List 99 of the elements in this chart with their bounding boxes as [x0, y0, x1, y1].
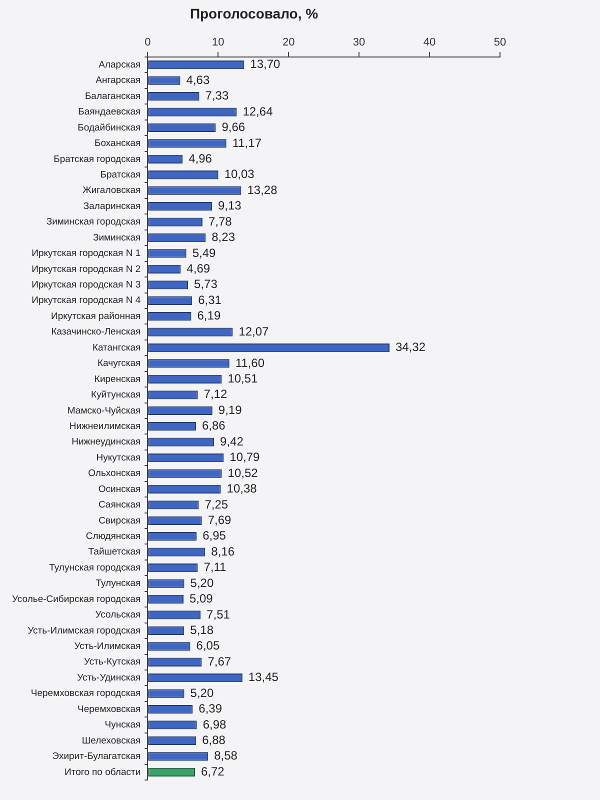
data-label: 11,60 — [235, 356, 265, 370]
y-tick-label: Иркутская районная — [50, 310, 141, 322]
y-tick-label: Бодайбинская — [78, 122, 141, 134]
y-tick-label: Тулунская городская — [49, 562, 141, 574]
y-tick-label: Зиминская — [92, 232, 141, 244]
y-tick-label: Ангарская — [96, 75, 141, 86]
chart-title: Проголосовало, % — [190, 5, 319, 22]
data-label: 13,28 — [247, 182, 278, 197]
data-label: 10,03 — [224, 167, 255, 182]
y-tick-label: Тайшетская — [88, 546, 141, 558]
x-tick-label: 10 — [212, 36, 224, 48]
y-tick-label: Ольхонская — [88, 468, 141, 480]
y-tick-label: Катангская — [92, 342, 141, 354]
data-label: 10,51 — [228, 372, 258, 386]
x-tick-label: 40 — [423, 36, 436, 48]
data-label: 6,95 — [202, 528, 226, 543]
data-label: 6,05 — [196, 638, 220, 653]
data-label: 7,69 — [208, 512, 232, 527]
data-label: 6,39 — [198, 702, 222, 716]
data-label: 34,32 — [396, 340, 426, 354]
data-label: 13,70 — [250, 57, 281, 72]
y-tick-label: Тулунская — [96, 578, 141, 590]
data-label: 9,19 — [218, 402, 242, 417]
data-label: 7,11 — [204, 560, 227, 574]
data-label: 5,49 — [192, 246, 216, 260]
data-label: 10,38 — [226, 482, 258, 496]
y-tick-label: Нукутская — [96, 452, 141, 464]
y-tick-label: Киренская — [94, 374, 141, 385]
y-tick-label: Казачинско-Ленская — [51, 326, 141, 338]
y-tick-label: Усть-Илимская — [74, 641, 141, 652]
y-tick-label: Эхирит-Булагатская — [52, 751, 141, 762]
y-tick-label: Усольская — [95, 610, 141, 621]
y-tick-label: Нижнеилимская — [69, 420, 141, 432]
data-label: 5,18 — [190, 622, 214, 637]
y-tick-label: Иркутская городская N 2 — [32, 264, 141, 275]
data-label: 4,96 — [188, 151, 212, 166]
data-label: 4,69 — [186, 261, 210, 276]
data-label: 7,12 — [204, 387, 228, 402]
y-tick-label: Усть-Кутская — [84, 656, 141, 668]
data-label: 5,20 — [190, 686, 214, 700]
data-label: 7,51 — [206, 607, 230, 622]
data-label: 5,20 — [190, 576, 214, 590]
y-tick-label: Нижнеудинская — [72, 436, 141, 448]
x-tick-label: 50 — [494, 36, 506, 48]
x-tick-label: 0 — [144, 36, 151, 48]
data-label: 7,78 — [208, 214, 232, 228]
y-tick-label: Зиминская городская — [46, 216, 141, 228]
x-tick-label: 20 — [282, 36, 295, 48]
x-tick-label: 30 — [352, 36, 366, 48]
data-label: 9,42 — [220, 434, 244, 448]
data-label: 6,86 — [202, 418, 226, 433]
y-tick-label: Куйтунская — [91, 390, 141, 401]
y-tick-label: Иркутская городская N 1 — [32, 248, 141, 260]
y-tick-label: Саянская — [98, 500, 141, 511]
data-label: 8,16 — [211, 544, 235, 558]
y-tick-label: Братская городская — [54, 154, 141, 165]
y-tick-label: Аларская — [98, 59, 141, 70]
data-label: 10,52 — [228, 466, 258, 480]
y-tick-label: Свирская — [98, 515, 141, 526]
y-tick-label: Боханская — [94, 138, 141, 150]
y-tick-label: Усть-Илимская городская — [28, 625, 141, 636]
data-label: 8,23 — [212, 230, 236, 244]
y-tick-label: Черемховская городская — [30, 688, 141, 700]
data-label: 5,09 — [190, 592, 214, 606]
data-label: 4,63 — [186, 72, 210, 87]
data-label: 7,33 — [205, 88, 229, 103]
y-tick-label: Жигаловская — [82, 185, 141, 196]
data-label: 6,98 — [202, 717, 227, 732]
data-label: 12,64 — [242, 104, 274, 118]
data-label: 12,07 — [238, 324, 270, 338]
data-label: 7,25 — [204, 497, 228, 512]
data-label: 7,67 — [208, 654, 232, 668]
y-tick-label: Усть-Удинская — [77, 672, 141, 684]
data-label: 11,17 — [232, 136, 262, 150]
y-tick-label: Чунская — [104, 720, 141, 731]
y-tick-label: Черемховская — [78, 704, 141, 715]
y-tick-label: Баяндаевская — [78, 106, 141, 118]
y-tick-label: Итого по области — [64, 766, 141, 778]
y-tick-label: Усолье-Сибирская городская — [12, 594, 141, 605]
data-label: 9,66 — [222, 120, 246, 134]
data-label: 13,45 — [248, 670, 279, 684]
data-label: 5,73 — [194, 277, 218, 292]
y-tick-label: Слюдянская — [86, 531, 141, 542]
y-tick-label: Осинская — [98, 484, 141, 495]
data-label: 6,19 — [197, 308, 221, 323]
data-label: 6,31 — [198, 292, 222, 307]
data-label: 10,79 — [230, 450, 260, 464]
y-tick-label: Братская — [100, 170, 141, 181]
data-label: 6,88 — [202, 733, 226, 748]
data-label: 8,58 — [214, 748, 238, 763]
y-tick-label: Качугская — [98, 358, 141, 370]
data-label: 6,72 — [200, 764, 225, 778]
y-tick-label: Мамско-Чуйская — [67, 405, 141, 416]
y-tick-label: Иркутская городская N 3 — [32, 280, 141, 291]
data-label: 9,13 — [218, 198, 242, 213]
y-tick-label: Шелеховская — [82, 735, 141, 746]
y-tick-label: Заларинская — [83, 200, 141, 212]
y-tick-label: Иркутская городская N 4 — [32, 295, 141, 306]
y-tick-label: Балаганская — [84, 90, 141, 102]
